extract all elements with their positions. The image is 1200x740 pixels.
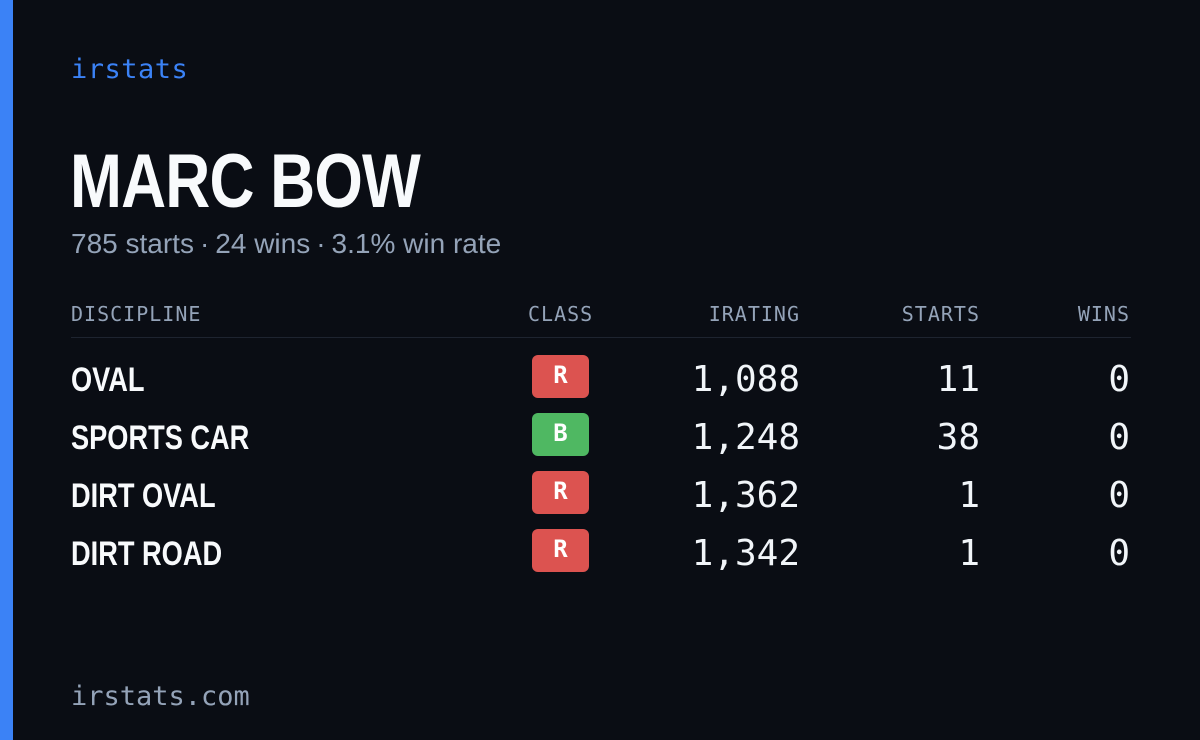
class-badge: R	[532, 529, 589, 572]
starts-value: 11	[936, 359, 980, 400]
wins-value: 0	[1108, 417, 1130, 458]
brand-logo-text: irstats	[71, 54, 189, 85]
driver-name: MARC BOW	[70, 139, 421, 224]
header-starts: STARTS	[901, 302, 980, 326]
starts-value: 1	[958, 533, 980, 574]
wins-value: 0	[1108, 533, 1130, 574]
discipline-name: DIRT OVAL	[71, 477, 216, 515]
table-header: DISCIPLINE CLASS IRATING STARTS WINS	[71, 300, 1131, 338]
class-badge: B	[532, 413, 589, 456]
accent-bar	[0, 0, 13, 740]
footer-domain: irstats.com	[71, 681, 250, 712]
irating-value: 1,248	[691, 417, 800, 458]
starts-value: 1	[958, 475, 980, 516]
table-body: OVAL R 1,088 11 0 SPORTS CAR B 1,248 38 …	[71, 355, 1131, 587]
starts-value: 38	[936, 417, 980, 458]
summary-line: 785 starts · 24 wins · 3.1% win rate	[71, 228, 501, 260]
summary-win-rate: 3.1% win rate	[331, 228, 502, 259]
irating-value: 1,342	[691, 533, 800, 574]
discipline-name: SPORTS CAR	[71, 419, 250, 457]
table-row: OVAL R 1,088 11 0	[71, 355, 1131, 413]
wins-value: 0	[1108, 359, 1130, 400]
class-badge: R	[532, 355, 589, 398]
irating-value: 1,088	[691, 359, 800, 400]
wins-value: 0	[1108, 475, 1130, 516]
header-irating: IRATING	[708, 302, 800, 326]
table-row: DIRT ROAD R 1,342 1 0	[71, 529, 1131, 587]
irating-value: 1,362	[691, 475, 800, 516]
summary-separator: ·	[316, 228, 326, 259]
summary-wins: 24 wins	[215, 228, 311, 259]
table-row: DIRT OVAL R 1,362 1 0	[71, 471, 1131, 529]
summary-separator: ·	[199, 228, 210, 259]
summary-starts: 785 starts	[71, 228, 194, 259]
header-class: CLASS	[528, 302, 594, 326]
class-badge: R	[532, 471, 589, 514]
discipline-name: OVAL	[71, 361, 145, 399]
discipline-name: DIRT ROAD	[71, 535, 223, 573]
header-discipline: DISCIPLINE	[71, 302, 202, 326]
header-wins: WINS	[1077, 302, 1130, 326]
table-row: SPORTS CAR B 1,248 38 0	[71, 413, 1131, 471]
discipline-table: DISCIPLINE CLASS IRATING STARTS WINS OVA…	[71, 300, 1131, 587]
